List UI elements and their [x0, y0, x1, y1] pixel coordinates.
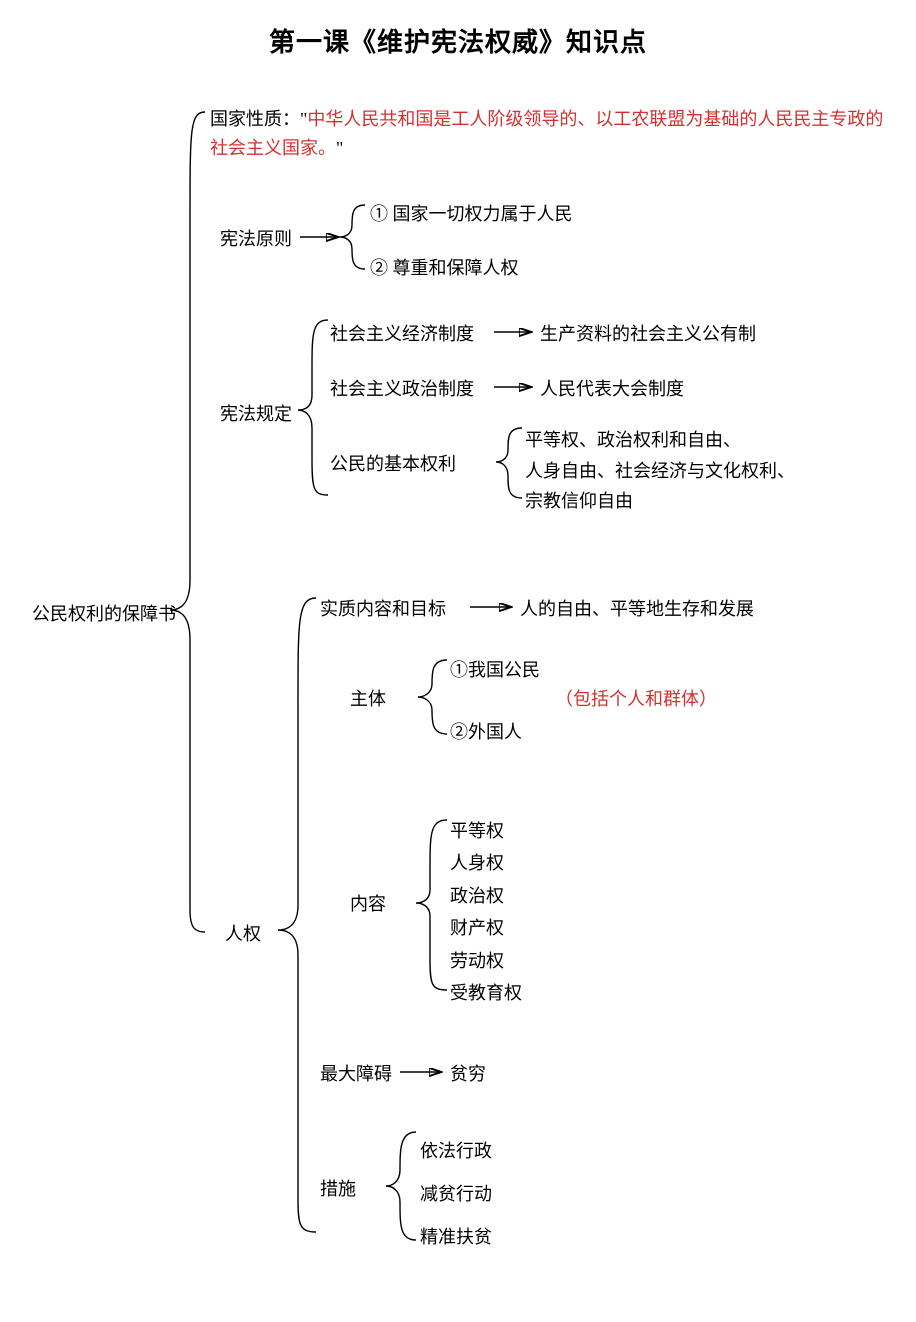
- brace-provision: [298, 320, 328, 495]
- hr-measures-list: 依法行政 减贫行动 精准扶贫: [420, 1130, 492, 1260]
- human-rights-label: 人权: [225, 920, 261, 949]
- hr-content-1: 平等权: [450, 821, 504, 841]
- page-root: 第一课《维护宪法权威》知识点 公民权利的保障书 国家性质： "中华人民共和国是工人…: [0, 0, 916, 1322]
- provision-label: 宪法规定: [220, 400, 292, 429]
- hr-subject-2: ②外国人: [450, 718, 522, 747]
- brace-content: [416, 820, 447, 990]
- quote-close: ": [336, 138, 343, 158]
- hr-essence-right: 人的自由、平等地生存和发展: [520, 595, 754, 624]
- provision-rights-line3: 宗教信仰自由: [525, 491, 633, 511]
- provision-rights-line2: 人身自由、社会经济与文化权利、: [525, 461, 795, 481]
- provision-pol-right: 人民代表大会制度: [540, 375, 684, 404]
- brace-subject: [418, 660, 447, 734]
- hr-content-5: 劳动权: [450, 951, 504, 971]
- brace-human-rights: [278, 598, 316, 1232]
- national-nature-block: 国家性质： "中华人民共和国是工人阶级领导的、以工农联盟为基础的人民民主专政的社会…: [210, 105, 890, 163]
- provision-rights-body: 平等权、政治权利和自由、 人身自由、社会经济与文化权利、 宗教信仰自由: [525, 425, 795, 517]
- hr-content-4: 财产权: [450, 918, 504, 938]
- brace-principle: [340, 205, 365, 269]
- provision-rights-line1: 平等权、政治权利和自由、: [525, 430, 741, 450]
- hr-measures-3: 精准扶贫: [420, 1227, 492, 1247]
- hr-content-3: 政治权: [450, 886, 504, 906]
- principle-item-2: ② 尊重和保障人权: [370, 254, 519, 283]
- hr-content-6: 受教育权: [450, 983, 522, 1003]
- brace-root: [170, 112, 205, 932]
- national-nature-body: 中华人民共和国是工人阶级领导的、以工农联盟为基础的人民民主专政的社会主义国家。: [210, 109, 883, 158]
- page-title: 第一课《维护宪法权威》知识点: [0, 22, 916, 59]
- hr-subject-label: 主体: [350, 685, 386, 714]
- provision-pol-left: 社会主义政治制度: [330, 375, 474, 404]
- hr-obstacle-right: 贫穷: [450, 1060, 486, 1089]
- hr-measures-2: 减贫行动: [420, 1184, 492, 1204]
- brace-measures: [386, 1132, 416, 1240]
- hr-subject-note: （包括个人和群体）: [555, 685, 717, 714]
- provision-econ-right: 生产资料的社会主义公有制: [540, 320, 756, 349]
- national-nature-label: 国家性质：: [210, 109, 300, 129]
- principle-item-1: ① 国家一切权力属于人民: [370, 200, 573, 229]
- brace-basic-rights: [496, 428, 522, 498]
- hr-content-2: 人身权: [450, 853, 504, 873]
- hr-content-list: 平等权 人身权 政治权 财产权 劳动权 受教育权: [450, 815, 522, 1009]
- root-label: 公民权利的保障书: [32, 600, 176, 629]
- hr-content-label: 内容: [350, 890, 386, 919]
- hr-essence-left: 实质内容和目标: [320, 595, 446, 624]
- hr-measures-1: 依法行政: [420, 1141, 492, 1161]
- provision-econ-left: 社会主义经济制度: [330, 320, 474, 349]
- hr-measures-label: 措施: [320, 1175, 356, 1204]
- hr-obstacle-left: 最大障碍: [320, 1060, 392, 1089]
- provision-rights-label: 公民的基本权利: [330, 450, 456, 479]
- principle-label: 宪法原则: [220, 225, 292, 254]
- hr-subject-1: ①我国公民: [450, 656, 540, 685]
